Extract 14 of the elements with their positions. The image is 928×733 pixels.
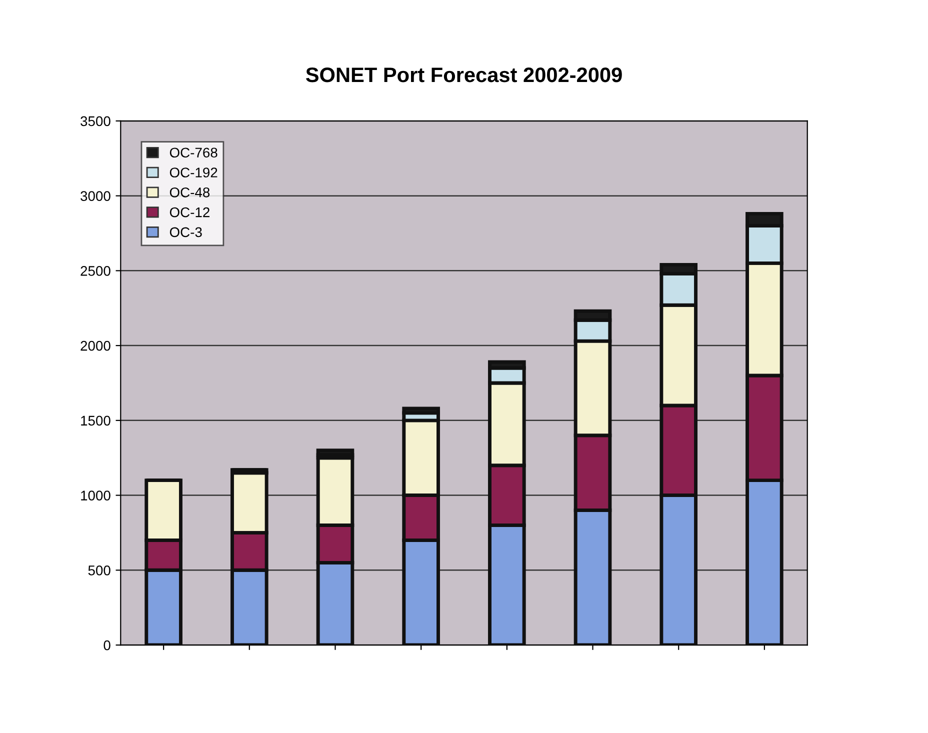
y-tick-label: 1500 <box>81 416 110 426</box>
legend-label: OC-12 <box>170 207 210 218</box>
y-tick-label: 3000 <box>80 191 110 201</box>
chart-title: SONET Port Forecast 2002-2009 <box>306 68 622 82</box>
y-tick-label: 0 <box>104 640 110 650</box>
y-tick-label: 2000 <box>80 340 110 351</box>
legend-label: OC-48 <box>170 187 210 198</box>
y-tick-label: 2500 <box>80 266 110 276</box>
legend-label: OC-3 <box>170 227 202 238</box>
legend-label: OC-768 <box>170 148 218 158</box>
y-tick-label: 500 <box>88 566 110 576</box>
y-tick-label: 3500 <box>80 116 110 126</box>
y-tick-label: 1000 <box>81 490 110 500</box>
legend-label: OC-192 <box>170 168 218 178</box>
